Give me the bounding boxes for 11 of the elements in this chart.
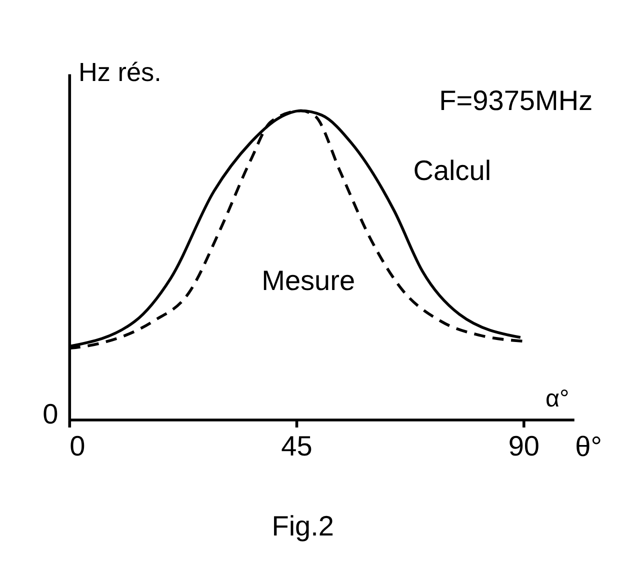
caption: Fig.2 <box>272 510 334 542</box>
x-tick-label: 45 <box>281 430 312 462</box>
y-axis-title: Hz rés. <box>78 57 162 88</box>
text: θ° <box>575 431 602 462</box>
series-label: Calcul <box>413 154 492 186</box>
x-axis-title: α° <box>545 385 570 412</box>
x-tick-label: 90 <box>508 430 540 462</box>
x-tick-label: 0 <box>70 430 86 462</box>
text: 0 <box>42 398 58 430</box>
series-label: Mesure <box>262 265 356 296</box>
annotation: F=9375MHz <box>439 85 593 116</box>
